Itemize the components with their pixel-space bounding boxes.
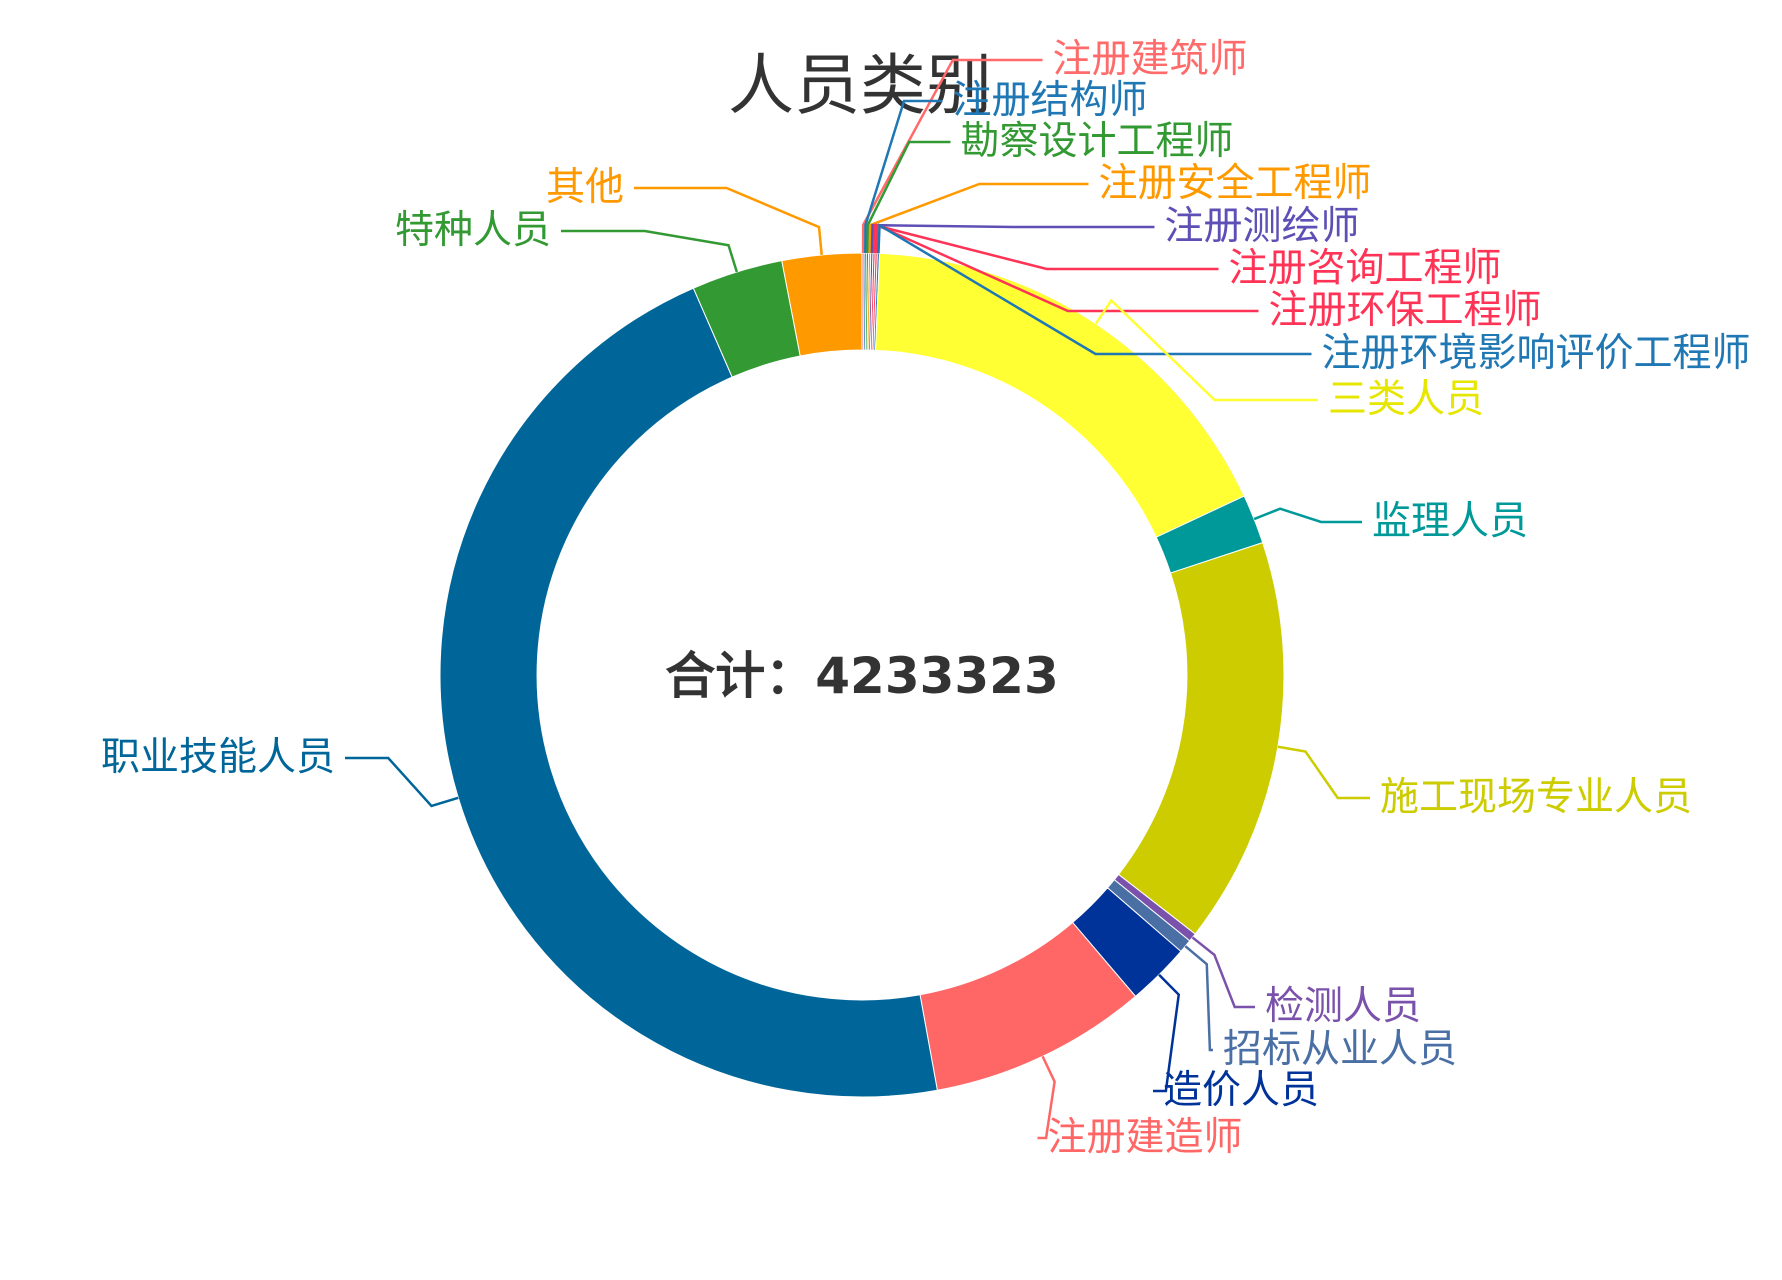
- slice-label-3: 注册安全工程师: [1098, 161, 1371, 206]
- slice-label-7: 注册环境影响评价工程师: [1321, 331, 1750, 376]
- slice-label-10: 施工现场专业人员: [1380, 775, 1692, 820]
- slice-label-11: 检测人员: [1265, 984, 1421, 1029]
- leader-line-4: [870, 223, 1155, 254]
- leader-line-3: [868, 182, 1089, 254]
- leader-line-13: [1153, 973, 1181, 1093]
- leader-line-15: [345, 756, 459, 808]
- leader-line-14: [1037, 1055, 1056, 1140]
- leader-line-2: [866, 140, 951, 254]
- slice-label-15: 职业技能人员: [101, 735, 335, 780]
- slice-label-8: 三类人员: [1328, 377, 1484, 422]
- leader-line-17: [634, 186, 823, 256]
- leader-line-7: [877, 223, 1312, 356]
- leader-line-16: [561, 229, 739, 273]
- slice-label-2: 勘察设计工程师: [960, 119, 1233, 164]
- slice-label-9: 监理人员: [1372, 499, 1528, 544]
- slice-label-14: 注册建造师: [1047, 1115, 1242, 1160]
- slice-label-1: 注册结构师: [952, 78, 1147, 123]
- chart-title: 人员类别: [728, 47, 992, 124]
- slice-label-4: 注册测绘师: [1164, 204, 1359, 249]
- leader-line-8: [1094, 298, 1318, 402]
- leader-line-10: [1277, 745, 1370, 800]
- donut-slices: [439, 252, 1285, 1098]
- slice-17[interactable]: [781, 252, 863, 357]
- slice-label-6: 注册环保工程师: [1268, 288, 1541, 333]
- leader-line-5: [872, 223, 1219, 271]
- total-label: 合计：4233323: [665, 647, 1059, 705]
- leader-line-6: [875, 223, 1259, 313]
- slice-15[interactable]: [439, 287, 938, 1098]
- label-leader-lines: [345, 58, 1370, 1140]
- leader-line-1: [864, 99, 943, 254]
- leader-line-11: [1191, 936, 1255, 1009]
- slice-label-16: 特种人员: [395, 208, 551, 253]
- leader-line-9: [1253, 507, 1362, 524]
- slice-labels: 注册建筑师注册结构师勘察设计工程师注册安全工程师注册测绘师注册咨询工程师注册环保…: [101, 37, 1751, 1160]
- slice-label-12: 招标从业人员: [1223, 1027, 1457, 1072]
- slice-label-5: 注册咨询工程师: [1228, 246, 1501, 291]
- slice-10[interactable]: [1117, 541, 1285, 935]
- slice-label-0: 注册建筑师: [1052, 37, 1247, 82]
- leader-line-12: [1184, 945, 1213, 1052]
- slice-label-13: 造价人员: [1163, 1068, 1319, 1113]
- slice-8[interactable]: [874, 252, 1245, 538]
- slice-label-17: 其他: [546, 165, 624, 210]
